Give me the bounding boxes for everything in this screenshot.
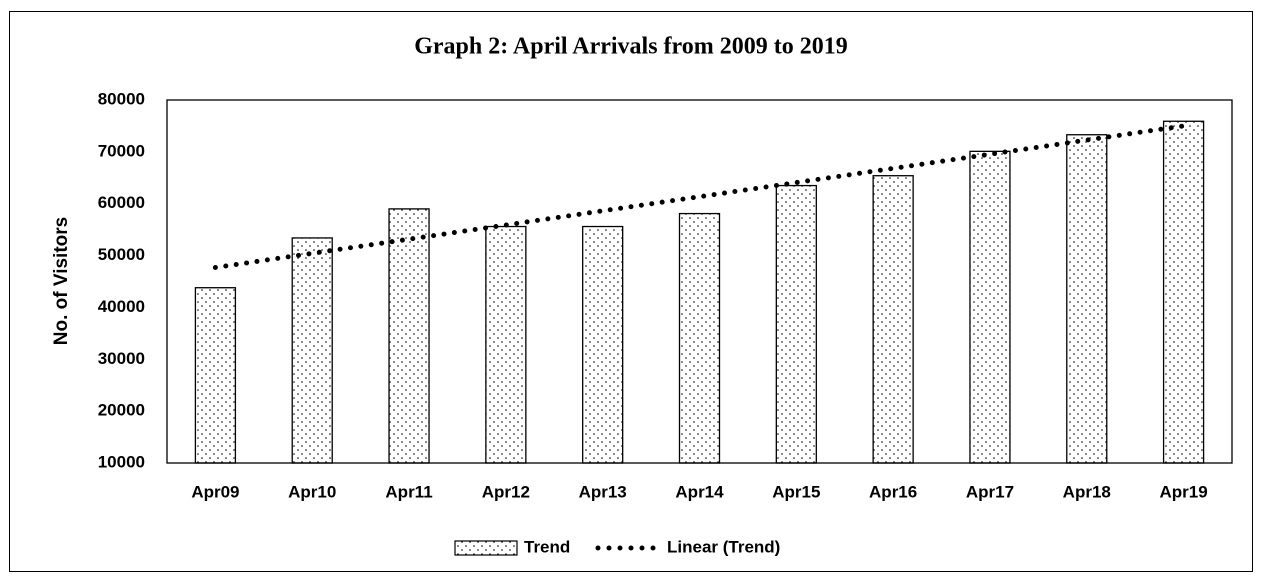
chart-title: Graph 2: April Arrivals from 2009 to 201… [414,34,848,60]
bar [1066,134,1108,464]
x-tick-label: Apr14 [675,482,724,501]
y-tick-label: 60000 [98,193,145,212]
legend-label: Trend [524,537,570,556]
x-tick-label: Apr19 [1159,482,1207,501]
legend-swatch [454,540,518,556]
bar [872,175,914,464]
bar [194,287,237,464]
y-tick-label: 40000 [98,297,145,316]
y-tick-label: 70000 [98,141,145,160]
bar [775,184,817,464]
x-tick-label: Apr12 [482,482,530,501]
x-tick-label: Apr09 [191,482,239,501]
bar [582,225,624,464]
x-tick-label: Apr17 [966,482,1014,501]
x-tick-label: Apr11 [385,482,432,501]
bar [388,208,430,464]
x-tick-label: Apr18 [1063,482,1111,501]
y-axis-title: No. of Visitors [51,217,72,345]
x-tick-label: Apr16 [869,482,917,501]
bar [485,225,527,464]
y-tick-label: 50000 [98,245,145,264]
y-tick-label: 10000 [98,452,145,471]
x-tick-label: Apr15 [772,482,820,501]
x-tick-label: Apr10 [288,482,336,501]
legend-label: Linear (Trend) [667,537,780,556]
y-tick-label: 80000 [98,89,145,108]
y-tick-label: 30000 [98,349,145,368]
bar [1162,120,1205,464]
y-tick-label: 20000 [98,401,145,420]
bar [678,212,721,464]
x-tick-label: Apr13 [579,482,627,501]
bar [969,150,1011,464]
plot-frame [166,99,1233,464]
bar [291,237,333,464]
